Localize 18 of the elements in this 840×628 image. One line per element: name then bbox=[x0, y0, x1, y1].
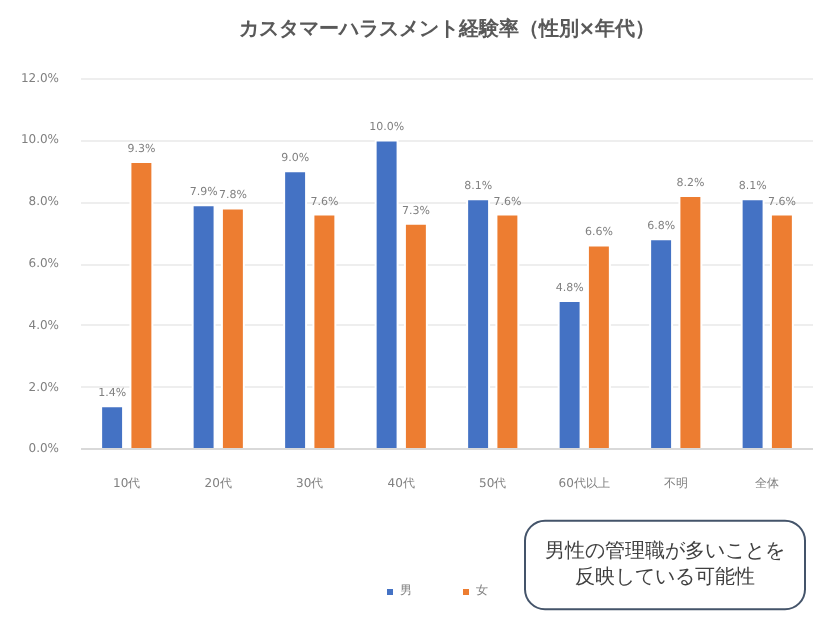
bar bbox=[403, 222, 428, 451]
bar bbox=[129, 161, 154, 451]
bar bbox=[374, 139, 399, 451]
bar bbox=[495, 213, 520, 451]
bar bbox=[283, 170, 308, 451]
chart-title: カスタマーハラスメント経験率（性別×年代） bbox=[238, 17, 656, 41]
bar bbox=[557, 300, 582, 451]
bar bbox=[740, 198, 765, 451]
bar bbox=[649, 238, 674, 451]
bar bbox=[678, 195, 703, 451]
bar bbox=[466, 198, 491, 451]
bar bbox=[769, 213, 794, 451]
bar bbox=[100, 405, 125, 451]
bar bbox=[220, 207, 245, 451]
bar bbox=[312, 213, 337, 451]
bar bbox=[191, 204, 216, 451]
text: 男性の管理職が多いことを反映している可能性 bbox=[545, 538, 785, 590]
bar bbox=[586, 244, 611, 451]
